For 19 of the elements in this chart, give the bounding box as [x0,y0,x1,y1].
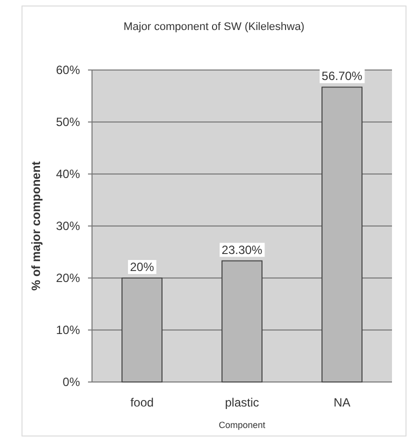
y-tick-label: 60% [56,62,80,77]
x-tick-label: plastic [224,396,260,410]
bar [222,260,262,382]
data-label: 23.30% [222,242,263,257]
y-axis-title: % of major component [29,161,43,291]
y-tick-label: 40% [56,166,80,181]
data-label: 56.70% [322,69,363,84]
y-tick-label: 20% [56,270,80,285]
x-tick-label: NA [334,396,350,410]
x-tick-label: food [130,396,154,410]
x-axis-title: Component [218,420,266,430]
y-tick-label: 50% [56,114,80,129]
y-tick-label: 30% [56,218,80,233]
chart-title: Major component of SW (Kileleshwa) [124,21,304,33]
bar [122,278,162,382]
y-tick-label: 10% [56,322,80,337]
bar [322,86,362,382]
y-tick-label: 0% [62,374,80,389]
data-label: 20% [130,260,154,274]
